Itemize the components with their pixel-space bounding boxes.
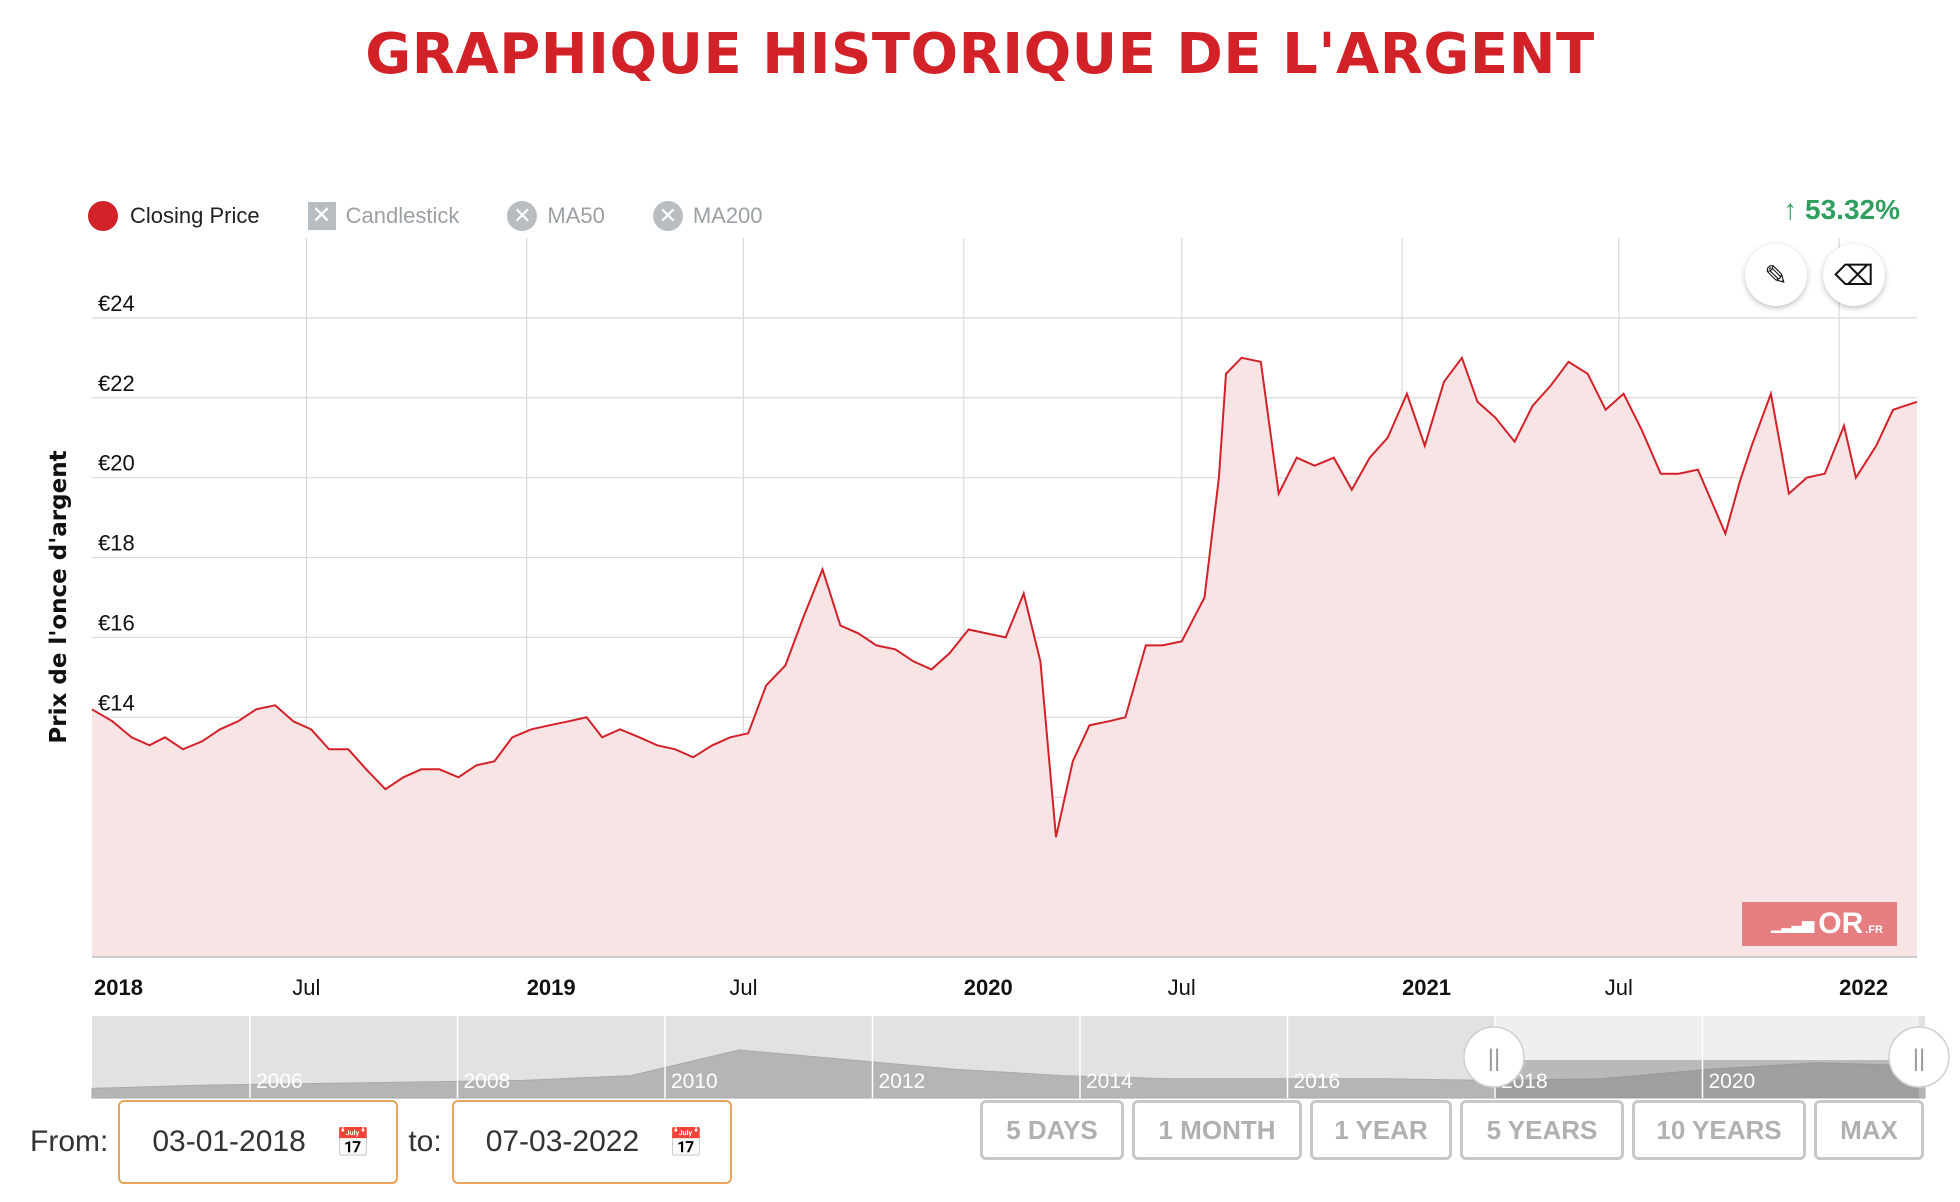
from-date-value: 03-01-2018	[152, 1125, 306, 1158]
eraser-icon: ⌫	[1834, 259, 1874, 291]
grip-icon: ||	[1913, 1045, 1925, 1072]
y-tick-label: €24	[98, 291, 135, 316]
calendar-icon: 📅	[335, 1126, 371, 1158]
legend-closing-price-label: Closing Price	[130, 203, 260, 228]
legend-ma50[interactable]: ✕ MA50	[507, 201, 605, 231]
range-button-10-years[interactable]: 10 YEARS	[1632, 1100, 1806, 1160]
chart-legend: Closing Price ✕ Candlestick ✕ MA50 ✕ MA2…	[88, 196, 811, 236]
x-tick-label: 2019	[527, 975, 576, 1000]
calendar-icon: 📅	[668, 1126, 704, 1158]
y-tick-label: €22	[98, 371, 135, 396]
ma50-disabled-icon: ✕	[507, 201, 538, 231]
legend-ma200[interactable]: ✕ MA200	[652, 201, 763, 231]
range-button-5-years[interactable]: 5 YEARS	[1460, 1100, 1624, 1160]
navigator-year-label: 2008	[464, 1070, 511, 1093]
navigator-year-label: 2006	[256, 1070, 303, 1093]
y-tick-label: €16	[98, 610, 135, 635]
to-label: to:	[408, 1125, 442, 1158]
legend-candlestick[interactable]: ✕ Candlestick	[307, 202, 460, 230]
bars-icon: ▁▂▃▅	[1771, 916, 1814, 933]
x-tick-label: 2020	[964, 975, 1013, 1000]
draw-button[interactable]: ✎	[1745, 244, 1807, 306]
candlestick-disabled-icon: ✕	[307, 202, 336, 230]
from-label: From:	[30, 1125, 109, 1158]
y-axis-title: Prix de l'once d'argent	[46, 450, 72, 743]
x-tick-label: Jul	[1168, 975, 1196, 1000]
from-date-input[interactable]: 03-01-2018 📅	[118, 1100, 399, 1184]
navigator-left-handle[interactable]	[1463, 1026, 1525, 1088]
legend-ma200-label: MA200	[692, 203, 763, 228]
x-tick-label: 2022	[1839, 975, 1888, 1000]
range-button-5-days[interactable]: 5 DAYS	[980, 1100, 1124, 1160]
x-tick-label: 2021	[1402, 975, 1451, 1000]
navigator-right-handle[interactable]	[1888, 1026, 1950, 1088]
watermark-text: OR	[1818, 907, 1864, 940]
navigator-year-label: 2016	[1294, 1070, 1341, 1093]
y-tick-label: €18	[98, 531, 135, 556]
navigator-year-label: 2012	[879, 1070, 926, 1093]
watermark-suffix: .FR	[1865, 924, 1883, 936]
closing-price-line	[91, 355, 1918, 838]
x-tick-label: 2018	[94, 975, 143, 1000]
legend-candlestick-label: Candlestick	[345, 203, 460, 228]
x-tick-label: Jul	[292, 975, 320, 1000]
range-button-max[interactable]: MAX	[1814, 1100, 1924, 1160]
date-range-selector: From: 03-01-2018 📅 to: 07-03-2022 📅	[30, 1100, 742, 1184]
to-date-input[interactable]: 07-03-2022 📅	[451, 1100, 732, 1184]
y-tick-label: €20	[98, 451, 135, 476]
navigator-year-label: 2020	[1709, 1070, 1756, 1093]
x-tick-label: Jul	[1605, 975, 1633, 1000]
closing-price-area	[92, 357, 1917, 957]
to-date-value: 07-03-2022	[485, 1125, 640, 1158]
range-button-1-year[interactable]: 1 YEAR	[1310, 1100, 1452, 1160]
range-button-1-month[interactable]: 1 MONTH	[1132, 1100, 1302, 1160]
x-tick-label: Jul	[729, 975, 757, 1000]
pencil-icon: ✎	[1764, 259, 1788, 291]
watermark-logo: ▁▂▃▅ OR .FR	[1742, 902, 1897, 946]
navigator-year-label: 2014	[1086, 1070, 1133, 1093]
closing-price-dot-icon	[88, 201, 118, 231]
ma200-disabled-icon: ✕	[652, 201, 683, 231]
navigator-year-label: 2010	[671, 1070, 718, 1093]
page-title: GRAPHIQUE HISTORIQUE DE L'ARGENT	[365, 22, 1595, 87]
erase-button[interactable]: ⌫	[1823, 244, 1885, 306]
legend-ma50-label: MA50	[547, 203, 605, 228]
navigator-selected-series	[1494, 1060, 1919, 1098]
grip-icon: ||	[1488, 1045, 1500, 1072]
legend-closing-price[interactable]: Closing Price	[88, 201, 260, 231]
price-change-percent: ↑ 53.32%	[1783, 194, 1900, 225]
range-buttons: 5 DAYS 1 MONTH 1 YEAR 5 YEARS 10 YEARS M…	[980, 1100, 1932, 1160]
y-tick-label: €14	[98, 690, 135, 715]
